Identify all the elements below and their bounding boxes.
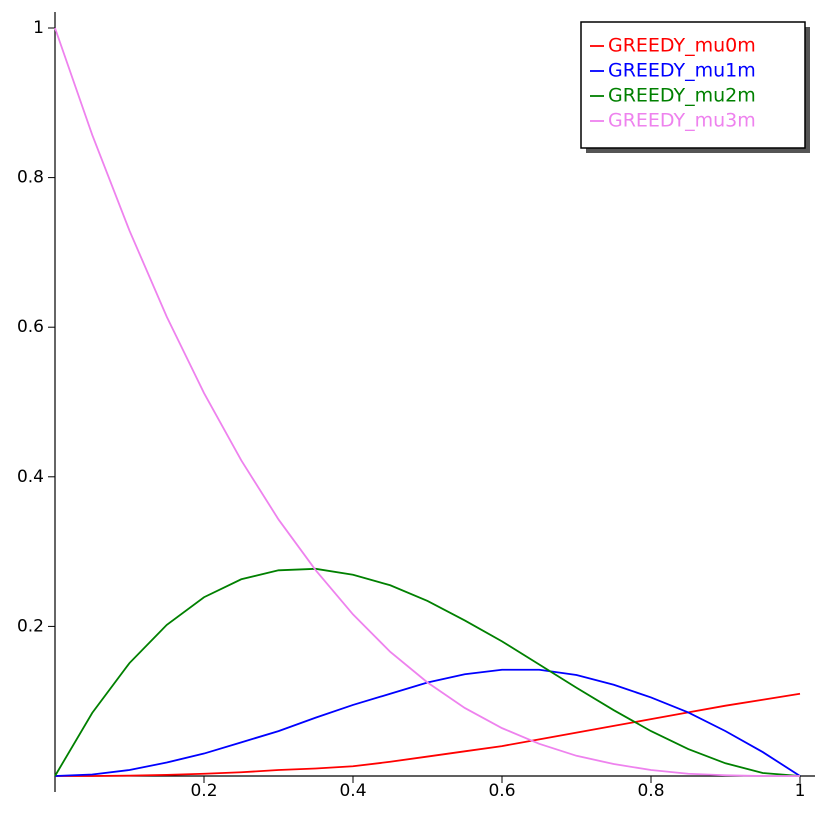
legend-label: GREEDY_mu1m: [608, 60, 756, 82]
legend-box: [580, 21, 806, 149]
y-tick-label: 0.8: [17, 168, 44, 188]
x-tick-label: 0.2: [190, 781, 217, 801]
legend-label: GREEDY_mu2m: [608, 85, 756, 107]
legend-label: GREEDY_mu3m: [608, 110, 756, 132]
x-tick-label: 0.8: [637, 781, 664, 801]
legend: GREEDY_mu0m GREEDY_mu1m GREEDY_mu2m GREEDY_…: [580, 21, 810, 153]
legend-label: GREEDY_mu0m: [608, 35, 756, 57]
y-tick-label: 0.6: [17, 317, 44, 337]
series-line: [54, 27, 800, 777]
series-line: [55, 692, 801, 777]
y-tick-label: 0.2: [17, 616, 44, 636]
y-tick-label: 0.4: [17, 467, 44, 487]
x-tick-label: 1: [795, 781, 806, 801]
series-line: [54, 668, 801, 777]
x-tick-label: 0.6: [488, 781, 515, 801]
series-line: [54, 567, 801, 777]
x-tick-label: 0.4: [339, 781, 366, 801]
y-tick-label: 1: [33, 18, 44, 38]
